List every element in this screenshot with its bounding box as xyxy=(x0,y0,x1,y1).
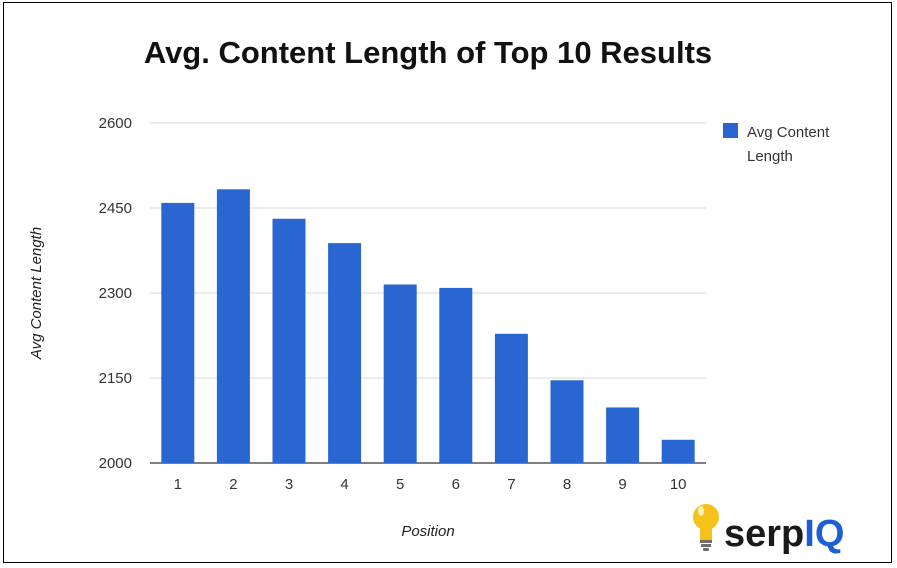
bar xyxy=(494,333,528,463)
x-tick-label: 1 xyxy=(174,476,182,493)
x-tick-label: 6 xyxy=(452,476,460,493)
legend-label-line2: Length xyxy=(747,148,793,165)
bulb-neck xyxy=(700,528,712,542)
y-tick-label: 2600 xyxy=(99,115,132,132)
bar xyxy=(272,218,306,463)
bar xyxy=(216,189,250,464)
bar xyxy=(439,287,473,463)
x-tick-label: 5 xyxy=(396,476,404,493)
bar xyxy=(661,439,695,463)
bar xyxy=(383,284,417,463)
legend-swatch xyxy=(723,123,738,138)
y-axis-ticks: 2000 2150 2300 2450 2600 xyxy=(99,115,132,472)
y-tick-label: 2150 xyxy=(99,370,132,387)
x-tick-label: 10 xyxy=(670,476,687,493)
bar xyxy=(328,243,362,463)
bar xyxy=(161,202,195,463)
chart-title: Avg. Content Length of Top 10 Results xyxy=(144,35,712,70)
brand-logo: serpIQ xyxy=(693,504,844,555)
x-tick-label: 3 xyxy=(285,476,293,493)
x-tick-label: 8 xyxy=(563,476,571,493)
brand-name-part2: IQ xyxy=(804,513,844,555)
bulb-base-band-1 xyxy=(700,540,712,543)
y-axis-label: Avg Content Length xyxy=(28,227,45,360)
legend-label-line1: Avg Content xyxy=(747,124,830,141)
x-tick-label: 7 xyxy=(507,476,515,493)
bulb-base-band-2 xyxy=(701,544,711,547)
bulb-glass xyxy=(693,504,719,530)
x-tick-label: 9 xyxy=(618,476,626,493)
bar xyxy=(550,380,584,463)
bars xyxy=(161,189,695,464)
x-tick-label: 4 xyxy=(340,476,348,493)
brand-name: serpIQ xyxy=(724,513,844,555)
brand-name-part1: serp xyxy=(724,513,804,555)
y-tick-label: 2300 xyxy=(99,285,132,302)
bar xyxy=(606,407,640,463)
bulb-highlight xyxy=(698,506,704,516)
legend: Avg Content Length xyxy=(723,123,830,165)
x-axis-ticks: 1 2 3 4 5 6 7 8 9 10 xyxy=(174,476,687,493)
bulb-base-tip xyxy=(703,548,709,551)
lightbulb-icon xyxy=(693,504,719,551)
x-axis-label: Position xyxy=(401,523,454,540)
x-tick-label: 2 xyxy=(229,476,237,493)
chart-frame xyxy=(3,2,892,563)
y-tick-label: 2450 xyxy=(99,200,132,217)
y-tick-label: 2000 xyxy=(99,455,132,472)
